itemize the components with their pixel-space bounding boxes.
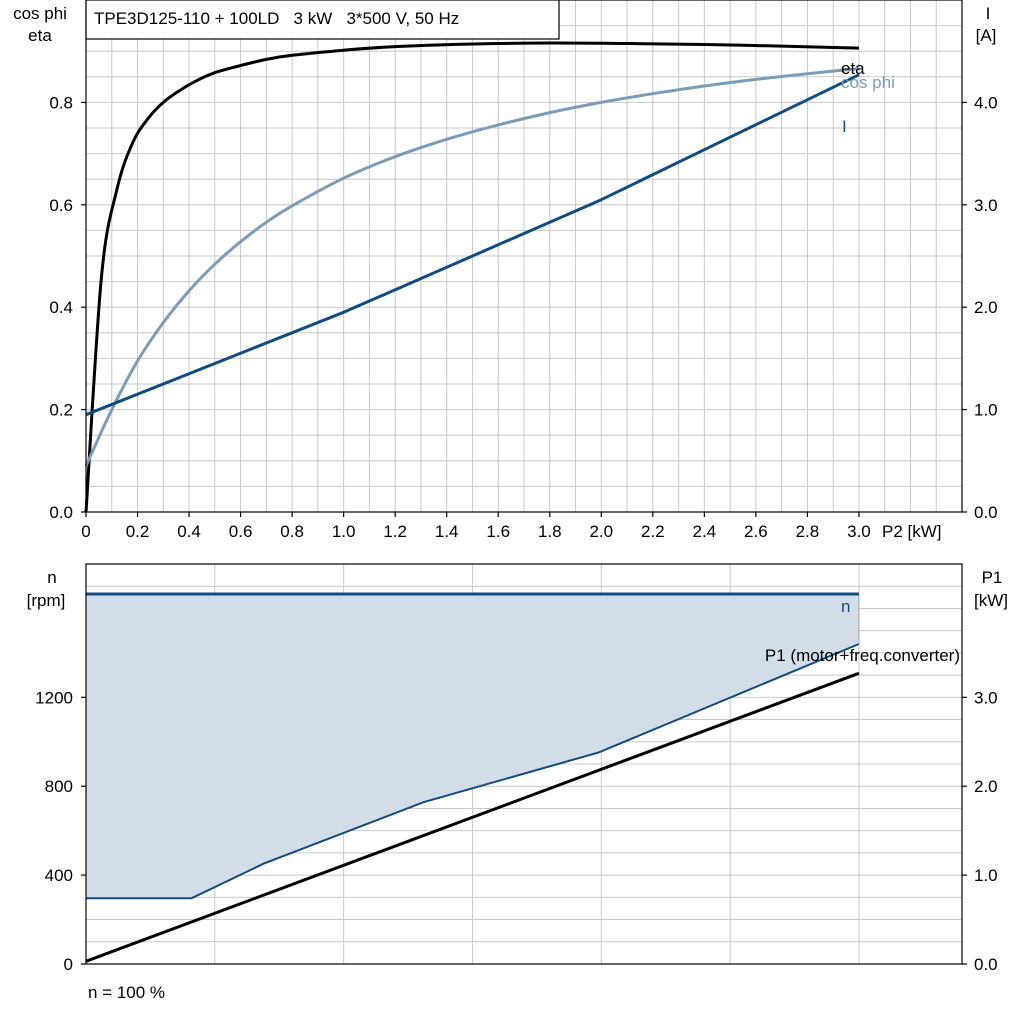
x-tick-label: 2.2 [641, 522, 665, 541]
y2-tick-label: 1.0 [974, 401, 998, 420]
operating-range-boundary [86, 643, 860, 900]
y-tick-label: 0.0 [49, 503, 73, 522]
x-tick-label: 0.8 [280, 522, 304, 541]
bottom-left-axis-label-rpm: [rpm] [27, 591, 66, 610]
cosphi-curve [84, 67, 860, 467]
x-tick-label: 1.0 [332, 522, 356, 541]
y-tick-label: 0.8 [49, 93, 73, 112]
title-box [85, 0, 560, 40]
y-tick-label: 0.6 [49, 196, 73, 215]
bottom-plot-frame [85, 563, 963, 965]
eta-curve [84, 41, 859, 513]
y2-tick-label: 0.0 [974, 503, 998, 522]
x-tick-label: 0.4 [177, 522, 201, 541]
bottom-y-tick-label: 800 [45, 777, 73, 796]
bottom-series-layer [85, 592, 860, 963]
operating-range-fill [86, 594, 859, 899]
x-tick-label: 3.0 [847, 522, 871, 541]
chart-title: TPE3D125-110 + 100LD 3 kW 3*500 V, 50 Hz [94, 9, 459, 28]
x-tick-label: 2.6 [744, 522, 768, 541]
x-tick-label: 2.0 [589, 522, 613, 541]
bottom-y2-tick-label: 1.0 [974, 866, 998, 885]
bottom-fill-layer [86, 594, 859, 899]
x-tick-label: 1.4 [435, 522, 459, 541]
bottom-y-tick-label: 1200 [35, 688, 73, 707]
y-tick-label: 0.4 [49, 298, 73, 317]
x-tick-label: 2.4 [693, 522, 717, 541]
y2-tick-label: 2.0 [974, 298, 998, 317]
x-tick-label: 1.8 [538, 522, 562, 541]
tick-layer: 0 0.2 0.4 0.6 0.8 1.0 1.2 1.4 1.6 1.8 2.0 2.2 2.4 2.6… [35, 93, 997, 974]
bottom-right-axis-label-kw: [kW] [974, 591, 1008, 610]
bottom-y2-tick-label: 3.0 [974, 688, 998, 707]
y-tick-label: 0.2 [49, 401, 73, 420]
speed-note: n = 100 % [88, 983, 165, 1002]
n-series-label: n [841, 597, 850, 616]
top-grid [86, 0, 962, 512]
top-series-layer [84, 41, 860, 513]
bottom-y-tick-label: 0 [64, 955, 73, 974]
bottom-y2-tick-label: 0.0 [974, 955, 998, 974]
x-tick-label: 0 [81, 522, 90, 541]
x-tick-label: 1.2 [383, 522, 407, 541]
bottom-y2-tick-label: 2.0 [974, 777, 998, 796]
bottom-left-axis-label-n: n [47, 568, 56, 587]
p1-curve [85, 671, 860, 963]
y2-tick-label: 3.0 [974, 196, 998, 215]
right-axis-label-a: [A] [976, 26, 997, 45]
y2-tick-label: 4.0 [974, 93, 998, 112]
current-series-label: I [842, 117, 847, 136]
bottom-right-axis-label-p1: P1 [982, 568, 1003, 587]
right-axis-label-i: I [986, 4, 991, 23]
current-curve [85, 73, 860, 417]
top-plot-frame [85, 0, 963, 513]
left-axis-label-cosphi: cos phi [13, 4, 67, 23]
x-tick-label: 0.6 [229, 522, 253, 541]
x-axis-label: P2 [kW] [882, 522, 942, 541]
x-tick-label: 1.6 [486, 522, 510, 541]
left-axis-label-eta: eta [28, 26, 52, 45]
x-tick-label: 0.2 [126, 522, 150, 541]
cosphi-series-label: cos phi [841, 73, 895, 92]
p1-series-label: P1 (motor+freq.converter) [765, 646, 960, 665]
eta-series-label: eta [841, 59, 865, 78]
bottom-y-tick-label: 400 [45, 866, 73, 885]
x-tick-label: 2.8 [796, 522, 820, 541]
